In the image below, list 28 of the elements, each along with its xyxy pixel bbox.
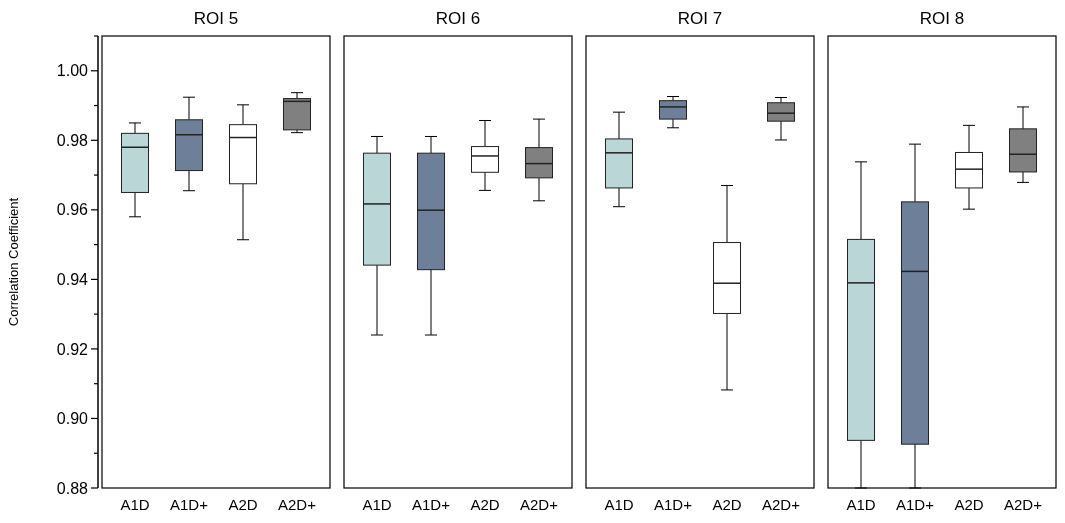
x-tick-label: A1D+ <box>412 496 451 513</box>
x-tick-label: A2D+ <box>1004 496 1043 513</box>
x-tick-label: A1D <box>846 496 876 513</box>
x-tick-label: A2D <box>470 496 500 513</box>
x-tick-label: A2D+ <box>278 496 317 513</box>
y-tick-label: 0.90 <box>56 410 89 428</box>
chart-title: ROI 8 <box>919 9 965 28</box>
x-tick-label: A2D <box>954 496 984 513</box>
y-tick-label: 1.00 <box>56 62 89 80</box>
x-tick-label: A1D <box>362 496 392 513</box>
y-tick-label: 0.88 <box>56 479 89 497</box>
y-tick-label: 0.96 <box>56 201 89 219</box>
chart-title: ROI 6 <box>435 9 481 28</box>
chart-title: ROI 7 <box>677 9 723 28</box>
y-tick-label: 0.92 <box>56 340 89 358</box>
x-tick-label: A2D+ <box>762 496 801 513</box>
y-tick-label: 0.94 <box>56 270 89 288</box>
chart-title: ROI 5 <box>193 9 239 28</box>
x-tick-label: A1D+ <box>896 496 935 513</box>
x-tick-label: A1D+ <box>170 496 209 513</box>
x-tick-label: A2D <box>712 496 742 513</box>
y-axis-title: Correlation Coefficient <box>6 197 21 327</box>
x-tick-label: A2D+ <box>520 496 559 513</box>
x-tick-label: A1D <box>604 496 634 513</box>
x-tick-label: A2D <box>228 496 258 513</box>
x-tick-label: A1D+ <box>654 496 693 513</box>
y-tick-label: 0.98 <box>56 131 89 149</box>
x-tick-label: A1D <box>120 496 150 513</box>
